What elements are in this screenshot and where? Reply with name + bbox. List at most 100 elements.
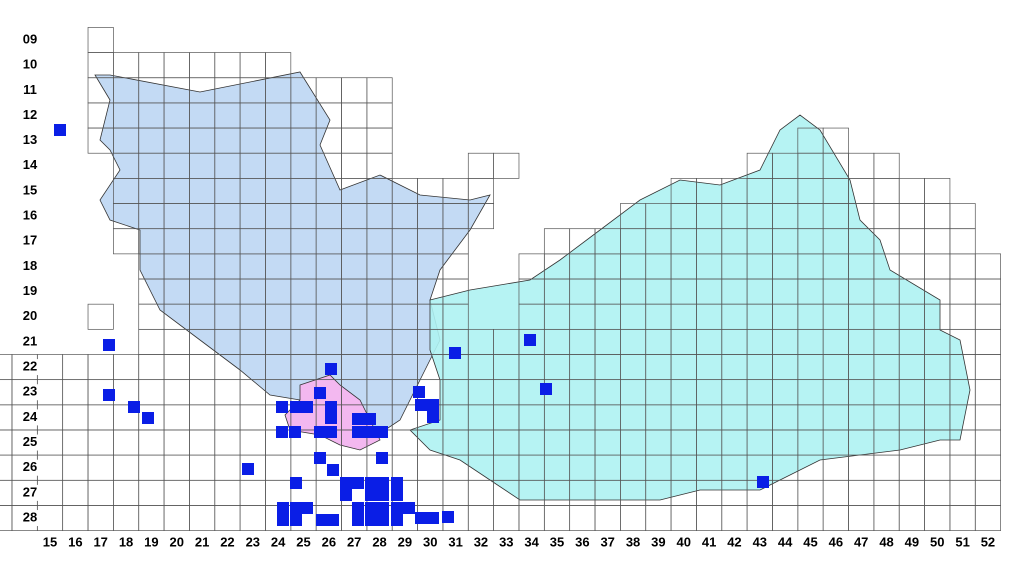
- grid-cell: [189, 479, 216, 506]
- grid-cell: [949, 253, 976, 280]
- grid-cell: [467, 203, 494, 230]
- column-label: 32: [474, 534, 488, 549]
- grid-cell: [493, 505, 520, 531]
- record-square: [365, 514, 377, 526]
- record-square: [325, 363, 337, 375]
- row-label-bg: [18, 333, 42, 350]
- record-square: [128, 401, 140, 413]
- row-label: 10: [23, 57, 37, 72]
- grid-cell: [873, 152, 900, 179]
- column-label: 42: [727, 534, 741, 549]
- column-label: 52: [981, 534, 995, 549]
- grid-cell: [924, 178, 951, 204]
- grid-cell: [974, 479, 1001, 506]
- record-square: [340, 489, 352, 501]
- grid-cell: [898, 479, 925, 506]
- grid-cell: [163, 328, 190, 355]
- column-label: 34: [524, 534, 539, 549]
- column-label: 19: [144, 534, 158, 549]
- grid-cell: [214, 52, 241, 79]
- record-square: [413, 386, 425, 398]
- grid-cell: [417, 454, 444, 481]
- grid-cell: [113, 479, 140, 506]
- grid-cell: [62, 354, 89, 381]
- grid-cell: [315, 77, 342, 104]
- grid-cell: [214, 404, 241, 431]
- column-label: 47: [854, 534, 868, 549]
- grid-cell: [189, 429, 216, 456]
- grid-cell: [239, 404, 266, 431]
- grid-cell: [87, 505, 114, 531]
- grid-cell: [189, 379, 216, 406]
- row-label-bg: [18, 283, 42, 300]
- column-label: 38: [626, 534, 640, 549]
- grid-cell: [62, 505, 89, 531]
- grid-cell: [543, 228, 571, 255]
- record-square: [442, 511, 454, 523]
- record-square: [290, 477, 302, 489]
- grid-cell: [0, 354, 13, 381]
- record-square: [403, 502, 415, 514]
- grid-cell: [113, 52, 140, 79]
- record-square: [391, 477, 403, 489]
- grid-cell: [467, 479, 494, 506]
- column-label: 44: [778, 534, 793, 549]
- grid-cell: [0, 404, 13, 431]
- record-square: [415, 512, 427, 524]
- column-label: 45: [803, 534, 817, 549]
- grid-cell: [189, 454, 216, 481]
- column-label: 21: [195, 534, 209, 549]
- row-label: 18: [23, 258, 37, 273]
- column-label: 17: [93, 534, 107, 549]
- row-label: 28: [23, 509, 37, 524]
- mecklenburg-vorpommern: [409, 114, 971, 501]
- grid-cell: [518, 505, 545, 531]
- grid-cell: [62, 479, 89, 506]
- column-label: 22: [220, 534, 234, 549]
- grid-cell: [239, 479, 266, 506]
- column-label: 51: [955, 534, 969, 549]
- column-label: 48: [879, 534, 893, 549]
- grid-cell: [924, 203, 951, 230]
- grid-cell: [341, 454, 368, 481]
- grid-cell: [417, 479, 444, 506]
- record-square: [314, 452, 326, 464]
- record-square: [301, 401, 313, 413]
- row-label-bg: [18, 208, 42, 225]
- record-square: [325, 412, 337, 424]
- grid-cell: [138, 454, 165, 481]
- row-label: 17: [23, 233, 37, 248]
- grid-cell: [848, 152, 875, 179]
- grid-cell: [189, 404, 216, 431]
- grid-cell: [366, 77, 393, 104]
- grid-cell: [974, 429, 1001, 456]
- record-square: [377, 477, 389, 489]
- column-label: 41: [702, 534, 716, 549]
- row-label: 16: [23, 208, 37, 223]
- grid-cell: [87, 404, 114, 431]
- row-label-bg: [18, 459, 42, 476]
- grid-cell: [87, 429, 114, 456]
- grid-cell: [265, 52, 292, 79]
- column-label: 24: [271, 534, 286, 549]
- column-label: 46: [829, 534, 843, 549]
- grid-cell: [949, 228, 976, 255]
- grid-cell: [898, 253, 925, 280]
- column-label: 15: [43, 534, 57, 549]
- grid-cell: [214, 505, 241, 531]
- record-square: [352, 477, 364, 489]
- row-label: 21: [23, 333, 37, 348]
- grid-cell: [873, 178, 900, 204]
- row-label: 14: [23, 157, 38, 172]
- record-square: [352, 426, 364, 438]
- grid-cell: [696, 505, 723, 531]
- row-label-bg: [18, 258, 42, 275]
- grid-cell: [138, 328, 165, 355]
- grid-cell: [62, 454, 89, 481]
- grid-cell: [113, 354, 140, 381]
- row-label-bg: [18, 308, 42, 325]
- column-label: 25: [296, 534, 310, 549]
- record-square: [427, 399, 439, 411]
- record-square: [325, 401, 337, 413]
